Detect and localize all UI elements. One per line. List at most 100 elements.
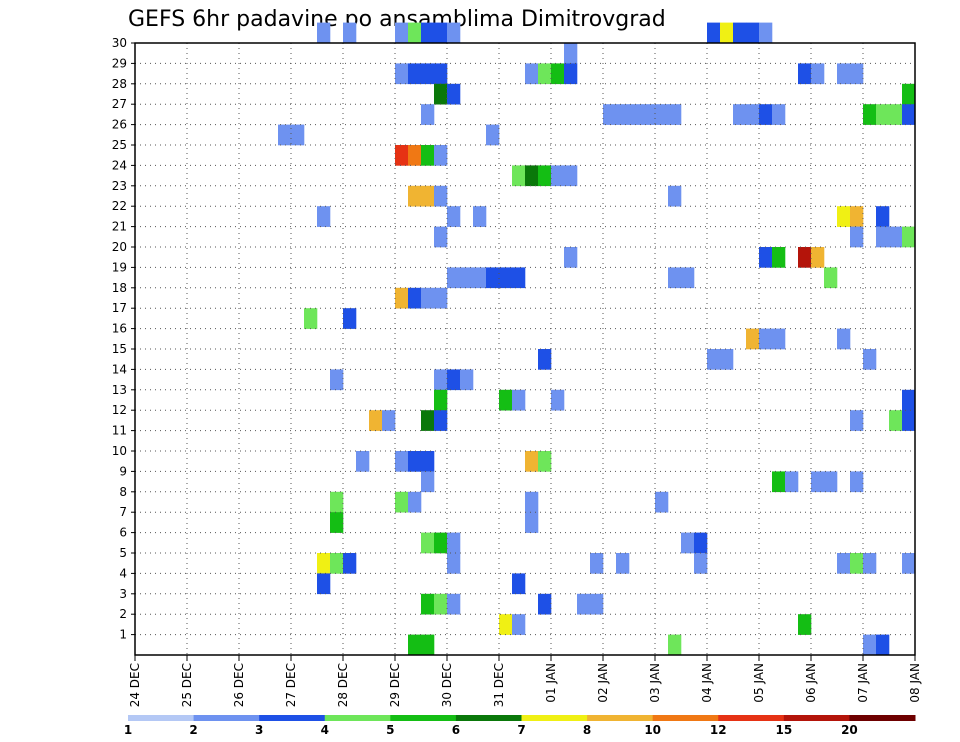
y-tick-label: 3 bbox=[119, 587, 127, 601]
heatmap-cell bbox=[876, 634, 890, 656]
heatmap-cell bbox=[408, 634, 422, 656]
y-tick-label: 20 bbox=[112, 240, 127, 254]
y-tick-label: 28 bbox=[112, 77, 127, 91]
heatmap-cell bbox=[876, 206, 890, 227]
heatmap-cell bbox=[408, 451, 422, 472]
heatmap-cells bbox=[278, 22, 916, 656]
heatmap-cell bbox=[681, 532, 695, 554]
y-tick-label: 12 bbox=[112, 403, 127, 417]
heatmap-cell bbox=[434, 369, 448, 391]
heatmap-cell bbox=[421, 145, 435, 166]
colorbar-swatch bbox=[521, 715, 588, 721]
heatmap-cell bbox=[616, 104, 630, 125]
heatmap-cell bbox=[382, 410, 396, 431]
y-tick-label: 26 bbox=[112, 118, 127, 132]
heatmap-cell bbox=[499, 267, 513, 289]
x-tick-label: 24 DEC bbox=[128, 663, 142, 707]
heatmap-cell bbox=[577, 593, 591, 615]
heatmap-cell bbox=[876, 104, 890, 125]
y-tick-label: 30 bbox=[112, 36, 127, 50]
heatmap-cell bbox=[772, 471, 786, 493]
heatmap-cell bbox=[798, 614, 812, 635]
heatmap-cell bbox=[902, 410, 916, 431]
heatmap-cell bbox=[421, 471, 435, 493]
heatmap-cell bbox=[421, 63, 435, 85]
heatmap-cell bbox=[694, 553, 708, 574]
x-tick-label: 03 JAN bbox=[648, 663, 662, 703]
colorbar-swatch bbox=[324, 715, 391, 721]
heatmap-cell bbox=[434, 287, 448, 309]
y-tick-label: 6 bbox=[119, 526, 127, 540]
heatmap-cell bbox=[551, 165, 565, 187]
colorbar: 1 2 3 4 5 6 7 8 10 12 15 20 bbox=[124, 715, 916, 737]
colorbar-label: 4 bbox=[321, 723, 329, 737]
heatmap-cell bbox=[551, 63, 565, 85]
y-tick-label: 17 bbox=[112, 301, 127, 315]
heatmap-cell bbox=[317, 206, 331, 227]
heatmap-cell bbox=[512, 267, 526, 289]
heatmap-cell bbox=[837, 553, 851, 574]
heatmap-cell bbox=[460, 369, 474, 391]
heatmap-cell bbox=[473, 267, 487, 289]
heatmap-cell bbox=[902, 553, 916, 574]
heatmap-cell bbox=[629, 104, 643, 125]
heatmap-cell bbox=[837, 63, 851, 85]
heatmap-cell bbox=[304, 308, 318, 329]
x-tick-label: 27 DEC bbox=[284, 663, 298, 707]
heatmap-cell bbox=[876, 226, 890, 248]
heatmap-cell bbox=[811, 63, 825, 85]
heatmap-cell bbox=[759, 328, 773, 350]
heatmap-cell bbox=[434, 593, 448, 615]
y-tick-label: 19 bbox=[112, 260, 127, 274]
y-tick-label: 11 bbox=[112, 424, 127, 438]
heatmap-cell bbox=[824, 471, 838, 493]
heatmap-cell bbox=[798, 247, 812, 268]
heatmap-cell bbox=[317, 22, 331, 44]
heatmap-cell bbox=[590, 553, 604, 574]
heatmap-cell bbox=[278, 124, 292, 146]
colorbar-swatch bbox=[849, 715, 916, 721]
heatmap-cell bbox=[811, 471, 825, 493]
colorbar-label: 6 bbox=[452, 723, 460, 737]
heatmap-cell bbox=[837, 206, 851, 227]
x-tick-label: 31 DEC bbox=[492, 663, 506, 707]
colorbar-swatch bbox=[587, 715, 654, 721]
heatmap-cell bbox=[447, 206, 461, 227]
heatmap-cell bbox=[564, 43, 578, 64]
heatmap-cell bbox=[343, 308, 357, 329]
heatmap-cell bbox=[356, 451, 370, 472]
heatmap-cell bbox=[395, 145, 409, 166]
heatmap-cell bbox=[837, 328, 851, 350]
heatmap-cell bbox=[850, 471, 864, 493]
heatmap-cell bbox=[889, 104, 903, 125]
heatmap-cell bbox=[343, 553, 357, 574]
heatmap-cell bbox=[330, 512, 344, 533]
heatmap-cell bbox=[421, 410, 435, 431]
heatmap-cell bbox=[759, 104, 773, 125]
heatmap-cell bbox=[525, 512, 539, 533]
heatmap-cell bbox=[538, 165, 552, 187]
heatmap-cell bbox=[369, 410, 383, 431]
heatmap-cell bbox=[850, 410, 864, 431]
heatmap-cell bbox=[525, 491, 539, 513]
colorbar-swatch bbox=[718, 715, 785, 721]
heatmap-cell bbox=[707, 22, 721, 44]
heatmap-cell bbox=[421, 451, 435, 472]
heatmap-cell bbox=[733, 104, 747, 125]
heatmap-cell bbox=[421, 532, 435, 554]
x-tick-label: 28 DEC bbox=[336, 663, 350, 707]
heatmap-cell bbox=[434, 226, 448, 248]
heatmap-cell bbox=[447, 553, 461, 574]
heatmap-cell bbox=[759, 247, 773, 268]
heatmap-cell bbox=[564, 63, 578, 85]
heatmap-cell bbox=[460, 267, 474, 289]
colorbar-label: 10 bbox=[644, 723, 661, 737]
heatmap-cell bbox=[421, 634, 435, 656]
heatmap-cell bbox=[421, 22, 435, 44]
y-tick-label: 5 bbox=[119, 546, 127, 560]
y-tick-label: 10 bbox=[112, 444, 127, 458]
heatmap-cell bbox=[330, 369, 344, 391]
heatmap-cell bbox=[850, 206, 864, 227]
heatmap-cell bbox=[395, 287, 409, 309]
colorbar-label: 12 bbox=[710, 723, 727, 737]
